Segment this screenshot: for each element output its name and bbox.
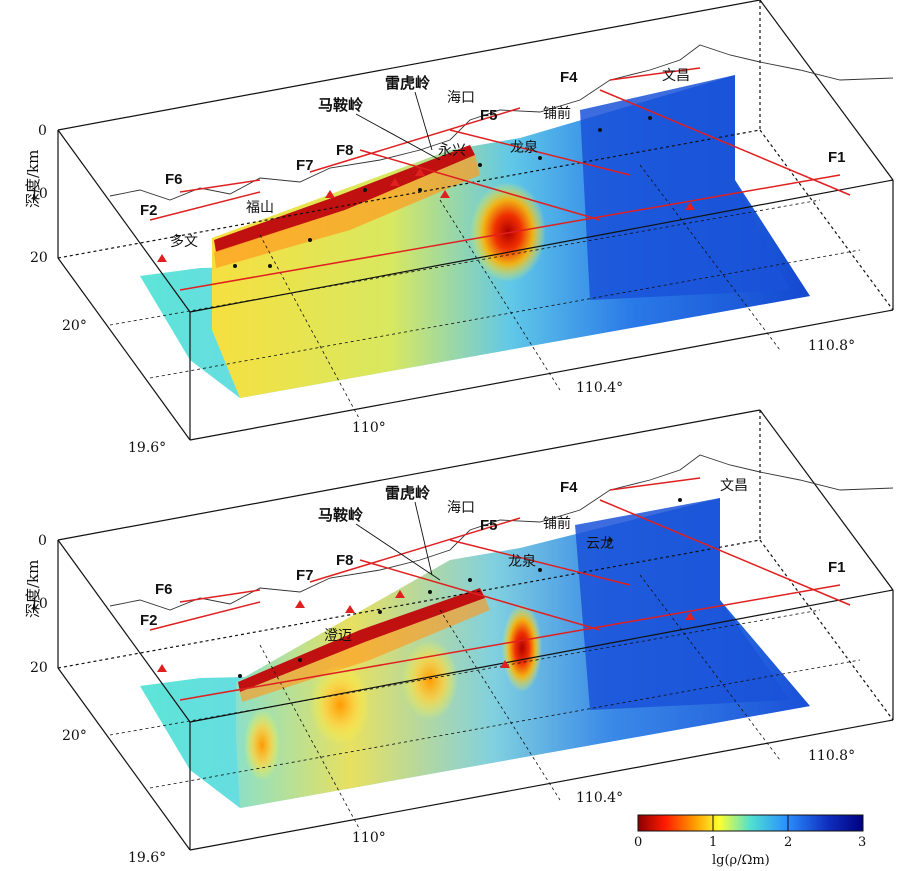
bottom-lon-tick-110-4: 110.4° — [576, 790, 623, 806]
top-fault-F6: F6 — [165, 171, 183, 188]
top-faults — [149, 67, 851, 291]
bottom-place-leihuling: 雷虎岭 — [385, 484, 430, 502]
bottom-stations — [157, 590, 695, 672]
bottom-fault-F4: F4 — [560, 479, 578, 496]
top-lon-tick-110: 110° — [352, 420, 386, 436]
bottom-depth-tick-10: 10 — [30, 596, 48, 612]
top-place-puqian: 铺前 — [543, 105, 571, 122]
bottom-lat-tick-19-6: 19.6° — [128, 850, 166, 866]
bottom-anomaly-2 — [244, 709, 280, 781]
top-depth-tick-0: 0 — [38, 123, 47, 139]
bottom-place-wenchang: 文昌 — [720, 478, 748, 494]
bottom-conductive-halo — [240, 598, 490, 702]
top-place-longquan: 龙泉 — [510, 139, 538, 156]
bottom-events — [238, 498, 682, 678]
bottom-place-maanling: 马鞍岭 — [318, 506, 363, 524]
top-place-haikou: 海口 — [447, 90, 475, 106]
top-lon-tick-110-8: 110.8° — [808, 338, 855, 354]
bottom-grid — [109, 574, 861, 831]
colorbar-tick-3: 3 — [858, 835, 866, 850]
bottom-place-haikou: 海口 — [447, 500, 475, 516]
bottom-blue-region — [575, 498, 790, 710]
top-place-fushan: 福山 — [246, 200, 274, 216]
bottom-conductive-band — [238, 588, 485, 692]
top-coastline — [109, 44, 894, 201]
top-blue-region — [580, 75, 790, 300]
top-fault-F8: F8 — [336, 142, 354, 159]
top-place-wenchang: 文昌 — [662, 68, 690, 84]
top-deep-anomaly — [470, 182, 546, 282]
colorbar-label: lg(ρ/Ωm) — [712, 853, 770, 868]
top-box-frame — [57, 0, 894, 441]
bottom-panel: F6 F2 F7 F8 F5 F4 F1 雷虎岭 马鞍岭 海口 文昌 龙泉 澄迈… — [24, 409, 894, 866]
bottom-lon-tick-110: 110° — [352, 830, 386, 846]
bottom-anomaly-3 — [310, 665, 370, 745]
bottom-faults — [149, 477, 851, 701]
top-grid — [109, 164, 861, 421]
top-conductive-halo — [214, 155, 480, 268]
top-leaders — [355, 91, 441, 161]
bottom-coastline — [109, 454, 894, 611]
top-place-duowen: 多文 — [170, 233, 198, 250]
bottom-fault-F1: F1 — [828, 559, 846, 576]
top-fault-F4: F4 — [560, 69, 578, 86]
colorbar-ramp — [637, 814, 864, 832]
bottom-fault-F6: F6 — [155, 581, 173, 598]
colorbar: 0 1 2 3 lg(ρ/Ωm) — [634, 814, 866, 868]
bottom-lat-tick-20: 20° — [62, 728, 87, 744]
top-place-leihuling: 雷虎岭 — [385, 74, 430, 92]
top-panel: F6 F2 F7 F8 F5 F4 F1 雷虎岭 马鞍岭 海口 文昌 福山 多文… — [24, 0, 894, 456]
bottom-fault-F5: F5 — [480, 517, 498, 534]
bottom-place-puqian: 铺前 — [543, 515, 571, 532]
top-fault-F1: F1 — [828, 149, 846, 166]
colorbar-tick-2: 2 — [784, 835, 792, 850]
bottom-fault-F7: F7 — [296, 567, 314, 584]
bottom-place-longquan: 龙泉 — [508, 553, 536, 570]
bottom-lon-tick-110-8: 110.8° — [808, 748, 855, 764]
bottom-depth-tick-0: 0 — [38, 533, 47, 549]
top-place-maanling: 马鞍岭 — [318, 96, 363, 114]
top-conductive-band — [214, 145, 475, 252]
bottom-depth-label: 深度/km — [24, 560, 42, 618]
top-fault-F2: F2 — [140, 202, 158, 219]
top-events — [233, 116, 652, 268]
bottom-place-yunlong: 云龙 — [586, 536, 614, 552]
bottom-anomaly-4 — [402, 640, 458, 720]
colorbar-tick-1: 1 — [709, 835, 717, 850]
bottom-depth-tick-20: 20 — [30, 660, 48, 676]
top-stations — [157, 168, 695, 262]
top-depth-tick-10: 10 — [30, 186, 48, 202]
top-lat-tick-20: 20° — [62, 318, 87, 334]
top-place-yongxing: 永兴 — [438, 143, 466, 159]
bottom-place-chengmai: 澄迈 — [324, 628, 352, 644]
bottom-leaders — [355, 501, 441, 581]
top-fault-F7: F7 — [296, 157, 314, 174]
bottom-anomaly-1 — [502, 604, 542, 692]
bottom-fault-F8: F8 — [336, 552, 354, 569]
top-depth-tick-20: 20 — [30, 250, 48, 266]
top-depth-label: 深度/km — [24, 150, 42, 208]
colorbar-tick-0: 0 — [634, 835, 642, 850]
bottom-fault-F2: F2 — [140, 612, 158, 629]
top-lon-tick-110-4: 110.4° — [576, 380, 623, 396]
top-lat-tick-19-6: 19.6° — [128, 440, 166, 456]
top-fault-F5: F5 — [480, 107, 498, 124]
